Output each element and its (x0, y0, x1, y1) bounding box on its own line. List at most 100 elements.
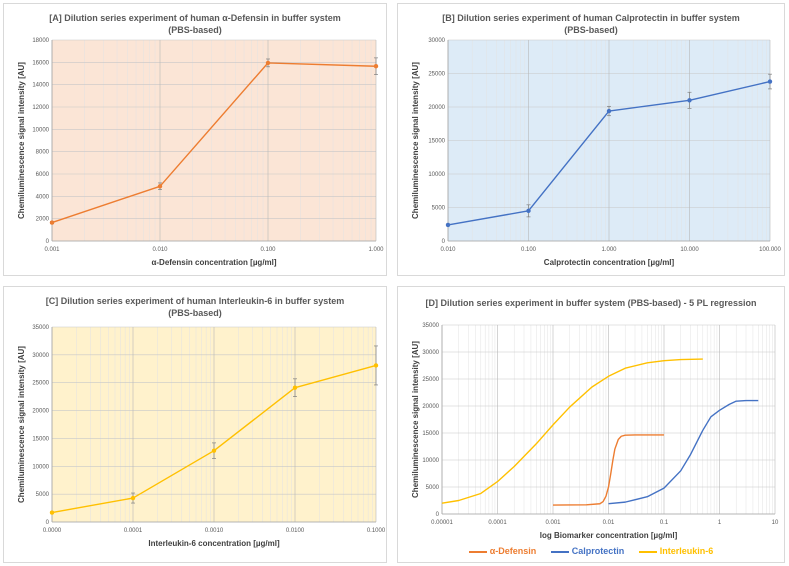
y-tick-label-a: 0 (46, 239, 50, 245)
legend-swatch-calprotectin (550, 550, 569, 553)
data-point-c (373, 363, 379, 368)
chart-panel-b: [B] Dilution series experiment of human … (397, 3, 785, 276)
x-tick-label-d: 1 (718, 520, 722, 526)
chart-b-title: [B] Dilution series experiment of human … (398, 12, 784, 36)
y-tick-label-c: 20000 (32, 409, 49, 415)
y-tick-label-a: 4000 (36, 194, 50, 200)
data-point-b (767, 79, 773, 84)
chart-b-title-line2: (PBS-based) (564, 25, 618, 35)
y-tick-label-a: 14000 (32, 83, 49, 89)
y-tick-label-c: 35000 (32, 325, 49, 331)
chart-c-title-line1: [C] Dilution series experiment of human … (45, 296, 345, 306)
legend-label-calprotectin: Calprotectin (571, 546, 625, 556)
data-point-b (687, 98, 692, 103)
y-tick-label-d: 25000 (422, 377, 439, 383)
x-tick-label-c: 0.0000 (43, 528, 62, 534)
y-tick-label-d: 15000 (422, 431, 439, 437)
y-axis-label-d: Chemiluminescence signal intensity [AU] (411, 341, 420, 498)
x-tick-label-c: 0.1000 (367, 528, 386, 534)
data-point-c (211, 448, 217, 453)
data-point-b (606, 108, 612, 114)
x-tick-label-a: 0.010 (152, 247, 168, 253)
x-tick-label-c: 0.0100 (286, 528, 305, 534)
chart-d-title: [D] Dilution series experiment in buffer… (398, 297, 784, 309)
x-axis-label-d: log Biomarker concentration [µg/ml] (540, 531, 678, 540)
chart-panel-c: [C] Dilution series experiment of human … (3, 286, 387, 563)
data-point-a (157, 184, 163, 189)
series-line-d-0 (552, 434, 664, 506)
data-point-c (49, 510, 55, 515)
y-tick-label-d: 35000 (422, 323, 439, 329)
y-tick-label-b: 20000 (428, 105, 445, 111)
y-tick-label-b: 0 (442, 239, 446, 245)
chart-a-title-line1: [A] Dilution series experiment of human … (49, 13, 341, 23)
x-tick-label-d: 0.00001 (431, 520, 453, 526)
x-tick-label-a: 1.000 (368, 247, 384, 253)
chart-c-title-line2: (PBS-based) (168, 308, 222, 318)
legend-swatch-interleukin-6 (638, 550, 657, 553)
y-tick-label-a: 2000 (36, 217, 50, 223)
x-axis-label-a: α-Defensin concentration [µg/ml] (151, 258, 276, 267)
y-tick-label-c: 10000 (32, 464, 49, 470)
x-axis-label-c: Interleukin-6 concentration [µg/ml] (148, 539, 280, 548)
y-tick-label-a: 18000 (32, 38, 49, 44)
x-tick-label-c: 0.0001 (124, 528, 143, 534)
y-tick-label-d: 30000 (422, 350, 439, 356)
y-tick-label-c: 30000 (32, 353, 49, 359)
x-tick-label-b: 0.010 (440, 247, 456, 253)
y-tick-label-a: 12000 (32, 105, 49, 111)
series-line-a-0 (51, 62, 377, 224)
x-tick-label-a: 0.001 (44, 247, 60, 253)
y-tick-label-b: 15000 (428, 139, 445, 145)
legend-item-interleukin-6: Interleukin-6 (638, 546, 714, 556)
plot-area-a (52, 40, 376, 241)
y-tick-label-a: 10000 (32, 127, 49, 133)
legend-item-alpha-defensin: α-Defensin (468, 546, 537, 556)
x-tick-label-b: 1.000 (601, 247, 617, 253)
x-tick-label-a: 0.100 (260, 247, 276, 253)
chart-panel-a: [A] Dilution series experiment of human … (3, 3, 387, 276)
chart-a-title: [A] Dilution series experiment of human … (4, 12, 386, 36)
y-tick-label-b: 30000 (428, 38, 445, 44)
y-tick-label-c: 5000 (36, 492, 50, 498)
data-point-b (526, 208, 531, 214)
data-point-a (49, 220, 55, 225)
series-line-d-2 (441, 358, 703, 504)
y-tick-label-d: 10000 (422, 458, 439, 464)
legend-item-calprotectin: Calprotectin (550, 546, 625, 556)
y-tick-label-c: 0 (46, 520, 50, 526)
data-point-a (373, 64, 379, 69)
data-point-b (445, 222, 451, 228)
x-tick-label-c: 0.0010 (205, 528, 224, 534)
y-tick-label-a: 16000 (32, 60, 49, 66)
chart-c-svg: 0 5000 10000 15000 20000 25000 30000 35000 0.000… (17, 325, 386, 548)
y-axis-label-a: Chemiluminescence signal intensity [AU] (17, 62, 26, 219)
chart-d-title-line1: [D] Dilution series experiment in buffer… (425, 298, 757, 308)
y-axis-label-c: Chemiluminescence signal intensity [AU] (17, 346, 26, 503)
data-point-c (130, 495, 136, 501)
x-tick-label-b: 10.000 (680, 247, 699, 253)
chart-b-title-line1: [B] Dilution series experiment of human … (442, 13, 740, 23)
legend-swatch-alpha-defensin (468, 550, 487, 553)
x-tick-label-d: 10 (772, 520, 779, 526)
chart-c-title: [C] Dilution series experiment of human … (4, 295, 386, 319)
x-tick-label-d: 0.0001 (488, 520, 507, 526)
series-line-d-1 (608, 399, 759, 505)
y-tick-label-d: 0 (436, 512, 440, 518)
x-axis-label-b: Calprotectin concentration [µg/ml] (544, 258, 675, 267)
y-tick-label-c: 15000 (32, 436, 49, 442)
data-point-a (265, 60, 271, 66)
y-tick-label-b: 25000 (428, 72, 445, 78)
legend-label-interleukin-6: Interleukin-6 (659, 546, 714, 556)
data-point-c (292, 385, 298, 390)
y-tick-label-c: 25000 (32, 381, 49, 387)
y-tick-label-b: 10000 (428, 172, 445, 178)
chart-a-title-line2: (PBS-based) (168, 25, 222, 35)
x-tick-label-d: 0.001 (545, 520, 561, 526)
x-tick-label-b: 100.000 (759, 247, 781, 253)
y-axis-label-b: Chemiluminescence signal intensity [AU] (411, 62, 420, 219)
legend-label-alpha-defensin: α-Defensin (489, 546, 537, 556)
y-tick-label-a: 8000 (36, 150, 50, 156)
chart-d-legend: α-Defensin Calprotectin Interleukin-6 (398, 546, 784, 556)
y-tick-label-d: 5000 (426, 485, 440, 491)
